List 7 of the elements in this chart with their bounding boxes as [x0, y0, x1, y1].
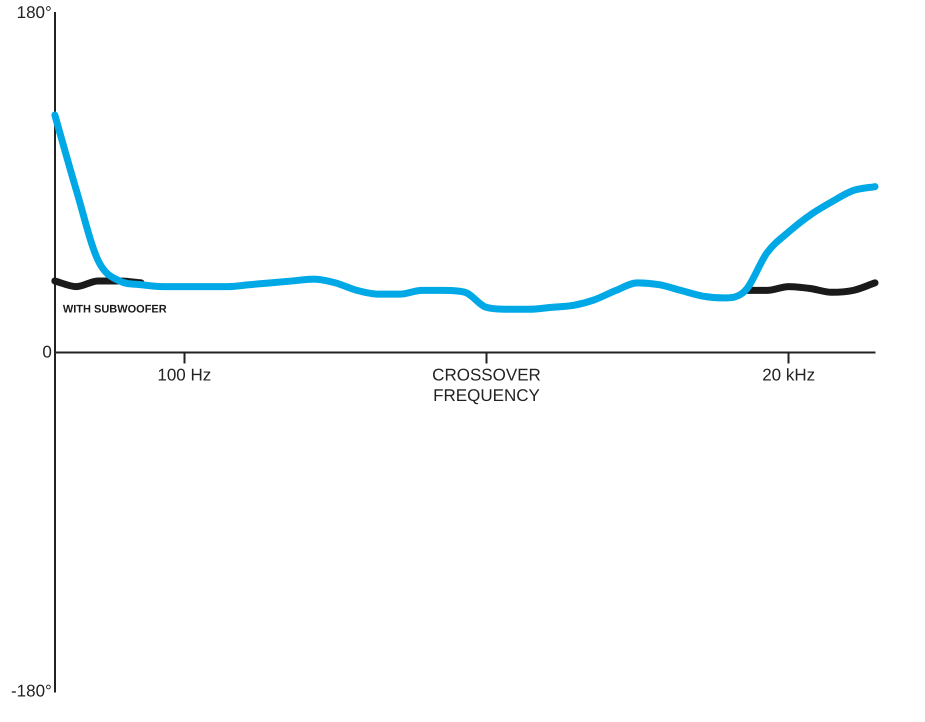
annotation: WITH SUBWOOFER — [62, 304, 167, 316]
y-tick-label: 0 — [42, 342, 52, 362]
x-tick-label: 100 Hz — [157, 365, 212, 384]
y-tick-label: -180° — [10, 682, 52, 701]
x-tick-label: CROSSOVER FREQUENCY — [432, 365, 541, 405]
x-tick-label: 20 kHz — [762, 365, 816, 384]
y-tick-label: 180° — [16, 2, 52, 22]
